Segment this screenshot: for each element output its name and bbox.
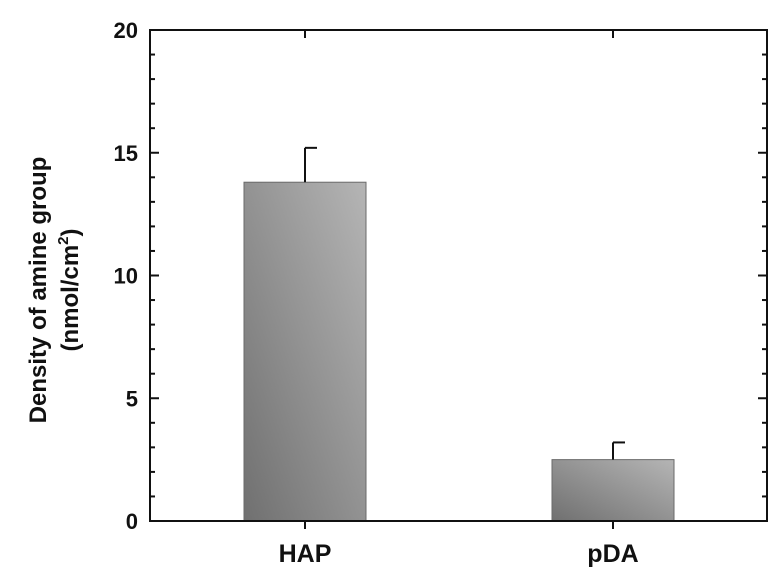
error-bars-group	[304, 146, 625, 460]
y-tick-label: 5	[126, 386, 138, 411]
y-axis-ticks	[150, 29, 767, 522]
x-axis-category-labels: HAP pDA	[279, 540, 639, 568]
plot-frame	[149, 29, 768, 522]
bar-hap	[243, 181, 367, 522]
x-axis-ticks	[304, 30, 614, 529]
y-axis-unit-main: (nmol/cm	[57, 245, 84, 352]
y-tick-label: 0	[126, 509, 138, 534]
y-axis-label: Density of amine group	[25, 157, 52, 424]
bars-group	[243, 181, 675, 522]
y-axis-label-unit: (nmol/cm2)	[55, 228, 84, 351]
x-category-label-hap: HAP	[279, 540, 332, 568]
bar-pda	[551, 459, 675, 522]
y-tick-label: 10	[114, 264, 138, 289]
y-tick-label: 20	[114, 18, 138, 43]
y-axis-unit-end: )	[57, 228, 84, 236]
y-tick-label: 15	[114, 141, 138, 166]
y-axis-tick-labels: 0 5 10 15 20	[114, 18, 138, 534]
x-category-label-pda: pDA	[587, 540, 638, 568]
y-axis-unit-superscript: 2	[55, 236, 72, 244]
